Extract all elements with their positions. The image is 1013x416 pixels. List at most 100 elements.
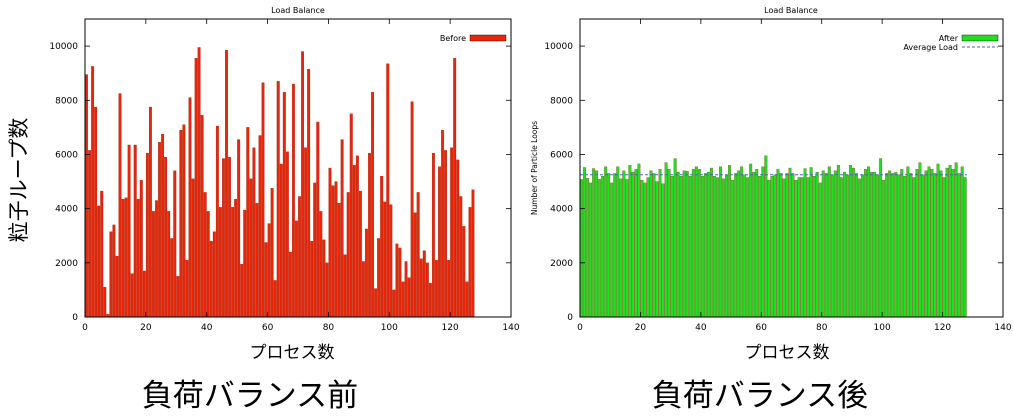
- bar: [112, 224, 116, 318]
- bar: [203, 192, 207, 318]
- chart-panel-2: Load Balance 0 2000 4000 6000 8000 10000 0 20 40 6…: [530, 6, 1012, 414]
- bar: [595, 170, 599, 318]
- bar: [325, 262, 329, 318]
- x-tick-label: 80: [323, 323, 335, 333]
- bar: [821, 170, 825, 318]
- bar: [631, 171, 635, 318]
- bar: [779, 173, 783, 318]
- bar: [791, 173, 795, 318]
- bar: [761, 166, 765, 318]
- legend: Before: [440, 34, 507, 43]
- bar: [218, 207, 222, 318]
- bar: [258, 135, 262, 318]
- bar: [818, 182, 822, 318]
- bar: [740, 166, 744, 318]
- bar: [97, 205, 101, 318]
- bar: [240, 264, 244, 318]
- bar: [337, 203, 341, 318]
- bar: [685, 171, 689, 318]
- bar: [343, 254, 347, 318]
- legend-swatch: [469, 34, 507, 42]
- bar: [410, 101, 414, 318]
- bar: [891, 173, 895, 318]
- bar: [894, 171, 898, 318]
- bar: [839, 177, 843, 318]
- bar: [845, 174, 849, 318]
- bar: [640, 180, 644, 318]
- bar: [349, 113, 353, 318]
- bar: [304, 147, 308, 318]
- bar: [936, 163, 940, 318]
- bar: [710, 167, 713, 318]
- y-tick-label: 8000: [55, 96, 78, 106]
- x-tick-label: 40: [695, 323, 707, 333]
- bar: [243, 209, 247, 318]
- bar: [607, 173, 611, 318]
- y-tick-label: 2000: [55, 259, 78, 269]
- bar: [88, 150, 92, 318]
- bar: [673, 158, 677, 318]
- x-tick-label: 20: [140, 323, 152, 333]
- bar: [731, 180, 735, 318]
- bar: [951, 169, 955, 318]
- bar: [691, 169, 695, 318]
- x-tick-label: 140: [994, 323, 1011, 333]
- bar: [900, 169, 904, 318]
- bar: [601, 176, 605, 318]
- bar: [861, 174, 864, 318]
- bar: [960, 166, 964, 318]
- x-axis-label: プロセス数: [250, 343, 335, 363]
- bar: [954, 162, 958, 318]
- bar: [852, 167, 855, 318]
- bar: [716, 177, 719, 318]
- bar: [285, 151, 289, 318]
- bar: [422, 250, 426, 318]
- bar: [276, 81, 280, 318]
- y-tick-label: 10000: [544, 42, 573, 52]
- bar: [365, 228, 368, 318]
- bar: [924, 170, 928, 318]
- bar: [392, 289, 396, 318]
- bar: [124, 197, 128, 318]
- bar: [634, 169, 638, 318]
- bar: [652, 173, 656, 318]
- bar: [764, 155, 768, 318]
- bar: [368, 152, 371, 318]
- chart-caption: 負荷バランス後: [652, 378, 868, 414]
- bar: [459, 196, 463, 318]
- bar: [812, 176, 816, 318]
- bar: [441, 129, 444, 318]
- bar: [164, 157, 168, 318]
- bar: [450, 147, 454, 318]
- bar: [746, 177, 750, 318]
- bar: [713, 176, 716, 318]
- bar: [142, 270, 146, 318]
- legend-label: After: [939, 34, 959, 43]
- bar: [465, 281, 469, 318]
- bar: [167, 211, 171, 318]
- bar: [879, 158, 883, 318]
- bar: [252, 147, 256, 318]
- bar: [643, 182, 647, 318]
- chart-caption: 負荷バランス前: [142, 378, 358, 414]
- bar: [770, 176, 774, 318]
- chart-title: Load Balance: [764, 6, 818, 15]
- bar: [155, 200, 158, 318]
- x-tick-label: 60: [262, 323, 274, 333]
- x-tick-label: 100: [381, 323, 398, 333]
- bar: [749, 163, 753, 318]
- bar: [897, 174, 901, 318]
- bar: [447, 259, 451, 318]
- bar: [743, 174, 747, 318]
- bar: [371, 92, 374, 318]
- bar: [776, 169, 780, 318]
- bar: [139, 180, 143, 318]
- bar: [589, 182, 593, 318]
- bar: [209, 241, 213, 318]
- bar: [722, 178, 725, 318]
- bar: [115, 255, 119, 318]
- bar: [948, 165, 952, 318]
- bar: [800, 177, 804, 318]
- bar: [906, 166, 910, 318]
- bar: [173, 170, 177, 318]
